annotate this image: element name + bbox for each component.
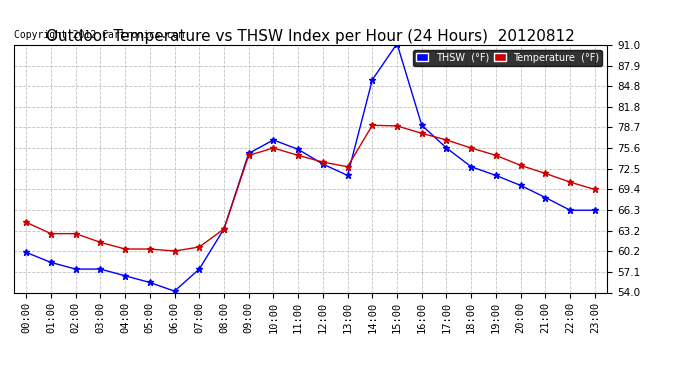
Title: Outdoor Temperature vs THSW Index per Hour (24 Hours)  20120812: Outdoor Temperature vs THSW Index per Ho… xyxy=(46,29,575,44)
Text: Copyright 2012 Cartronics.com: Copyright 2012 Cartronics.com xyxy=(14,30,184,40)
Legend: THSW  (°F), Temperature  (°F): THSW (°F), Temperature (°F) xyxy=(413,50,602,66)
